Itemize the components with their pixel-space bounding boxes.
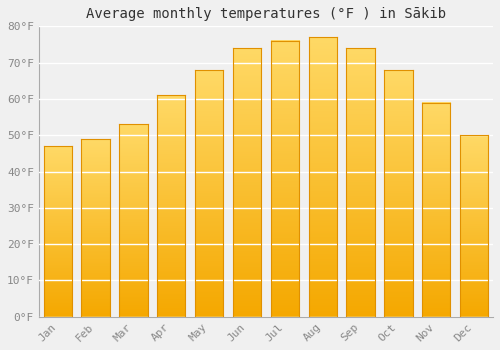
Title: Average monthly temperatures (°F ) in Sākib: Average monthly temperatures (°F ) in Sā… xyxy=(86,7,446,21)
